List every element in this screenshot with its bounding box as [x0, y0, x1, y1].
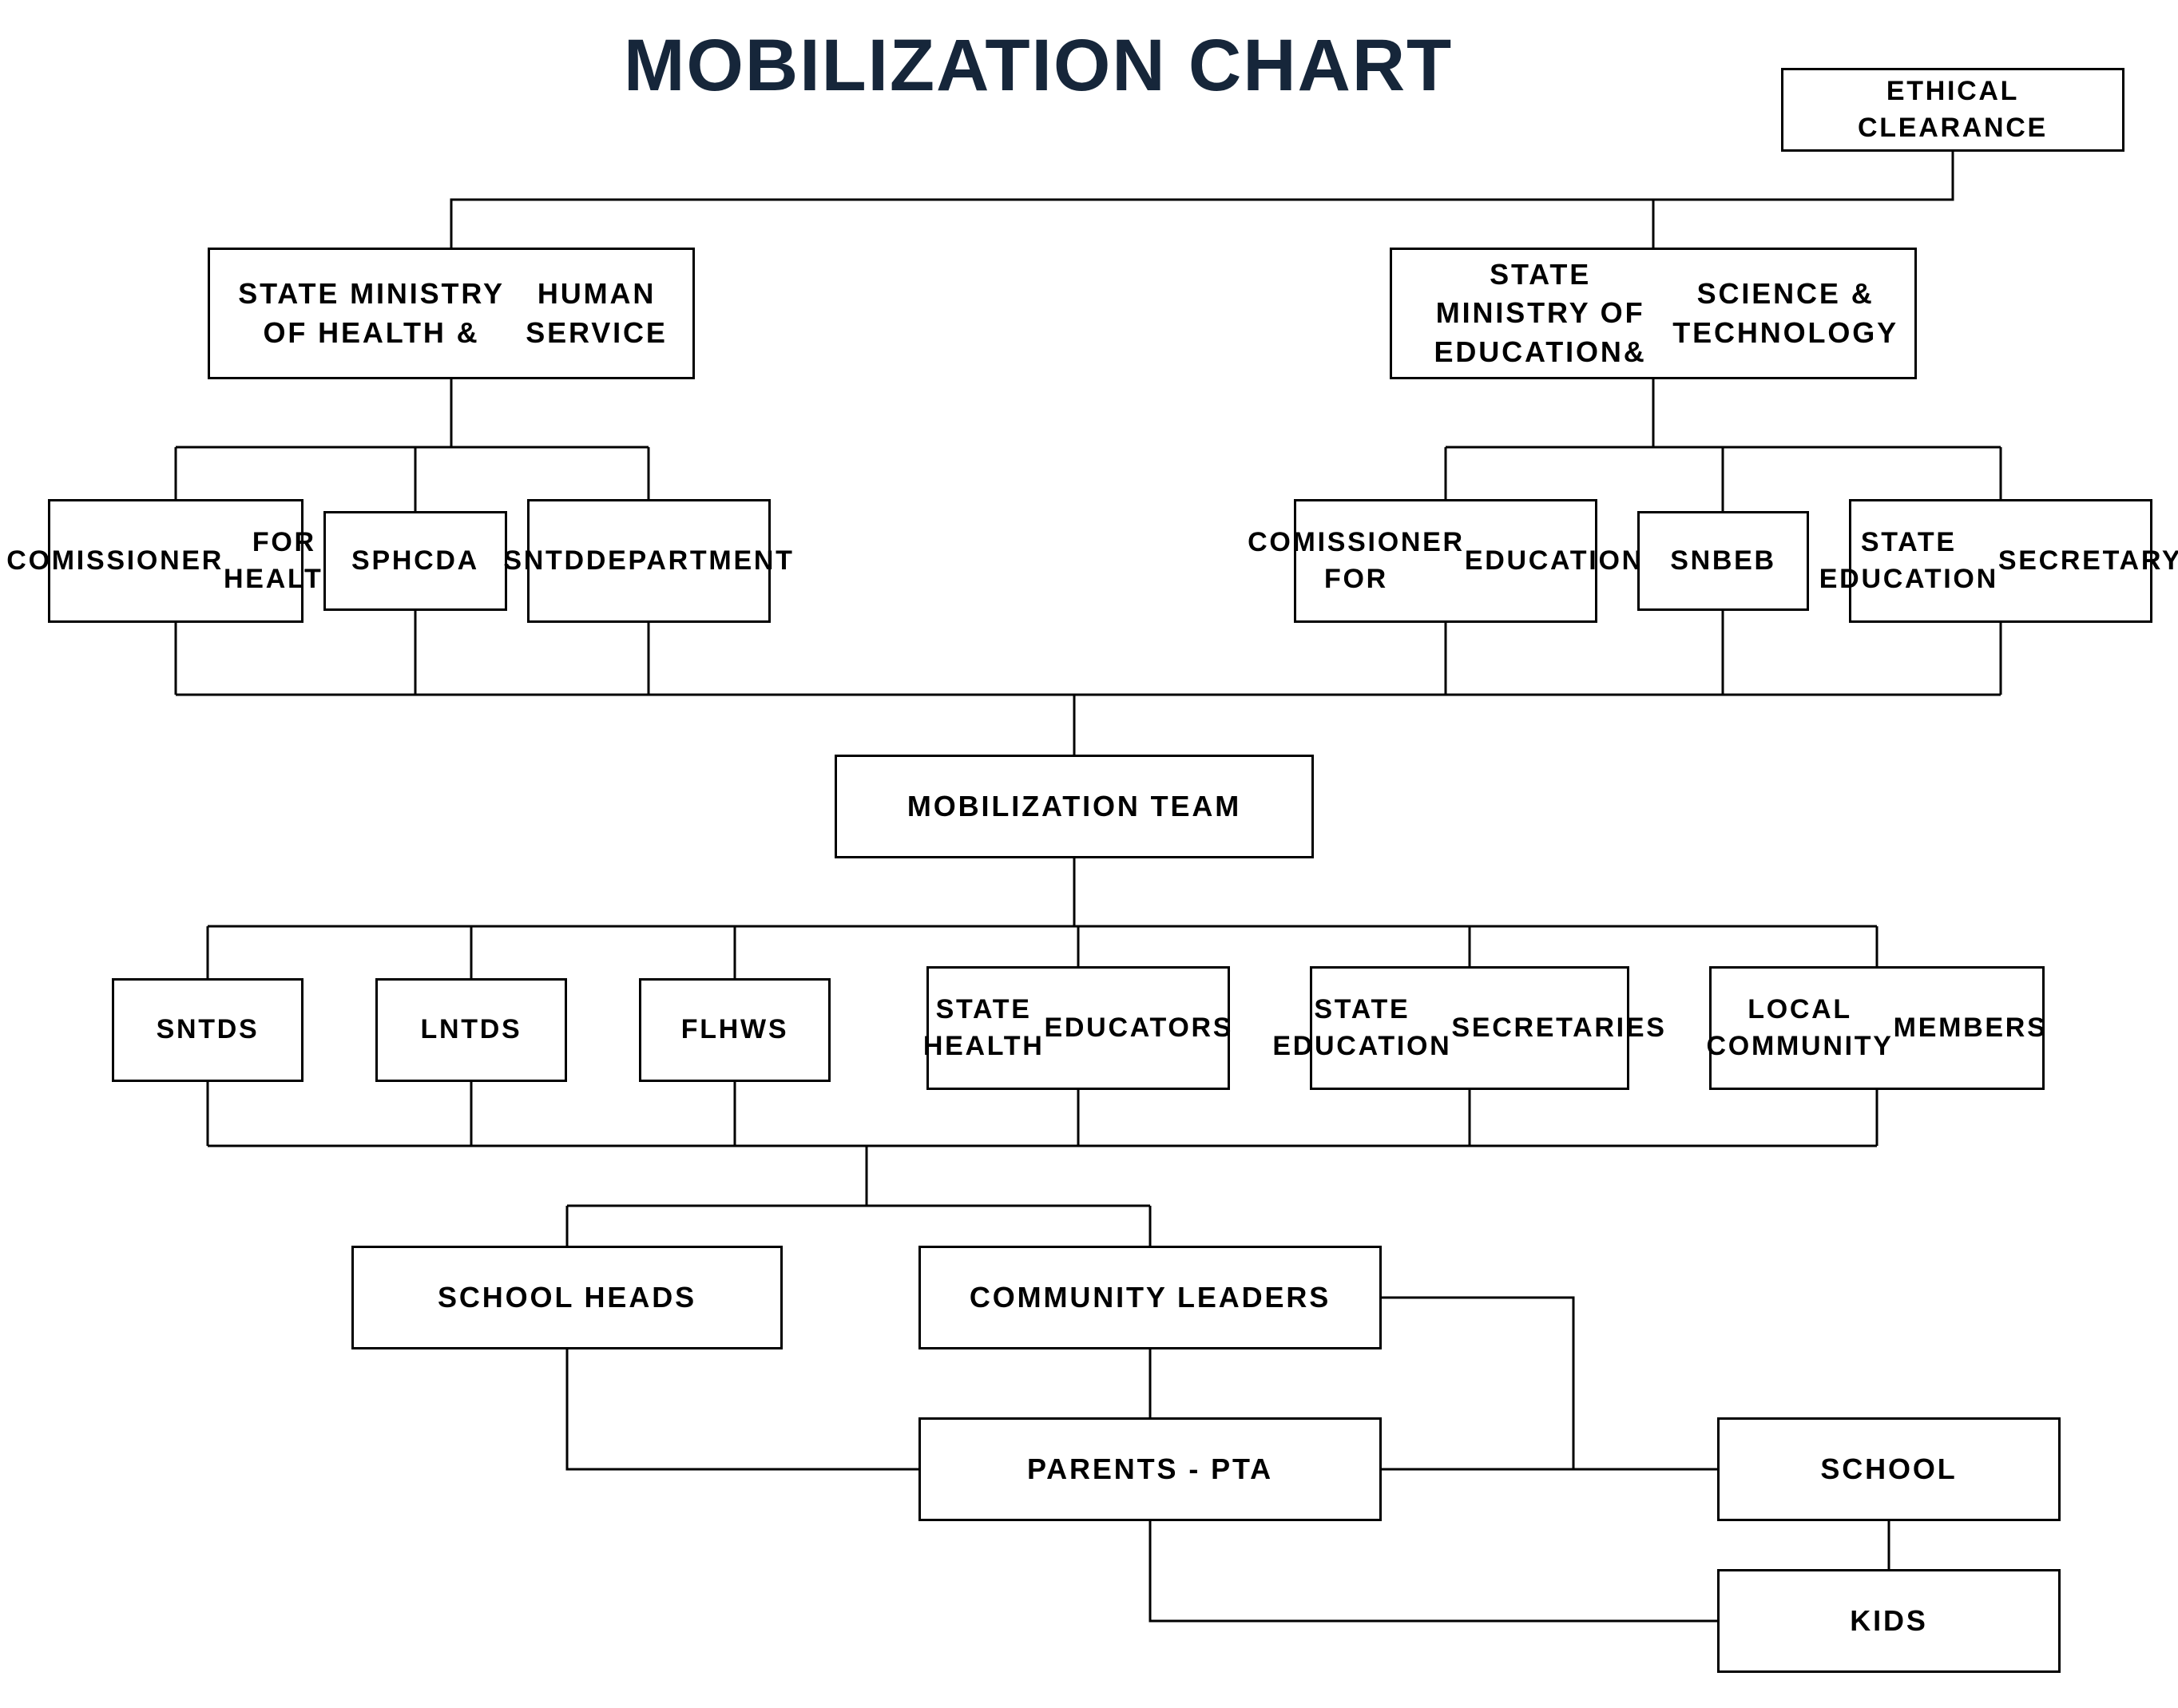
node-label-line: FLHWS: [681, 1012, 788, 1048]
node-sntds: SNTDS: [112, 978, 303, 1082]
node-comme: COMISSIONER FOREDUCATION: [1294, 499, 1597, 623]
node-lcm: LOCAL COMMUNITYMEMBERS: [1709, 966, 2045, 1090]
node-label-line: SNBEB: [1670, 543, 1776, 580]
node-label-line: SNTDS: [157, 1012, 260, 1048]
node-label-line: MEMBERS: [1894, 1010, 2048, 1047]
node-label-line: SCIENCE & TECHNOLOGY: [1672, 275, 1898, 352]
node-label-line: EDUCATION: [1465, 543, 1644, 580]
node-label-line: LNTDS: [421, 1012, 522, 1048]
node-label-line: STATE EDUCATION: [1819, 525, 1998, 598]
edge-e1: [451, 152, 1953, 248]
node-label-line: DEPARTMENT: [586, 543, 795, 580]
node-flhws: FLHWS: [639, 978, 831, 1082]
node-ethical: ETHICAL CLEARANCE: [1781, 68, 2124, 152]
node-label-line: STATE HEALTH: [923, 992, 1045, 1065]
node-label-line: EDUCATORS: [1045, 1010, 1234, 1047]
node-mobteam: MOBILIZATION TEAM: [835, 755, 1314, 858]
node-she: STATE HEALTHEDUCATORS: [926, 966, 1230, 1090]
node-label-line: SECRETARIES: [1451, 1010, 1666, 1047]
node-commh: COMISSIONERFOR HEALTH: [48, 499, 303, 623]
node-lntds: LNTDS: [375, 978, 567, 1082]
node-ses: STATE EDUCATIONSECRETARIES: [1310, 966, 1629, 1090]
node-label-line: COMISSIONER FOR: [1248, 525, 1465, 598]
node-label-line: PARENTS - PTA: [1027, 1450, 1273, 1489]
node-label-line: STATE EDUCATION: [1272, 992, 1451, 1065]
node-label-line: MOBILIZATION TEAM: [907, 787, 1241, 826]
node-label-line: COMMUNITY LEADERS: [970, 1278, 1331, 1318]
node-label-line: STATE MINISTRY OF HEALTH &: [226, 275, 517, 352]
node-label-line: STATE MINISTRY OF EDUCATION&: [1408, 256, 1672, 372]
edge-e10: [1382, 1298, 1717, 1469]
node-label-line: SPHCDA: [351, 543, 479, 580]
edge-e8: [567, 1349, 918, 1469]
node-label-line: SCHOOL: [1820, 1450, 1957, 1489]
edge-e13: [1150, 1521, 1717, 1621]
node-snbeb: SNBEB: [1637, 511, 1809, 611]
node-label-line: HUMAN SERVICE: [517, 275, 676, 352]
node-label-line: KIDS: [1850, 1602, 1928, 1641]
node-label-line: LOCAL COMMUNITY: [1707, 992, 1894, 1065]
node-label-line: SNTD: [503, 543, 585, 580]
node-smoe: STATE MINISTRY OF EDUCATION&SCIENCE & TE…: [1390, 248, 1917, 379]
node-label-line: ETHICAL CLEARANCE: [1799, 73, 2106, 147]
node-label-line: SECRETARY: [1998, 543, 2178, 580]
node-pta: PARENTS - PTA: [918, 1417, 1382, 1521]
node-smoh: STATE MINISTRY OF HEALTH &HUMAN SERVICE: [208, 248, 695, 379]
node-commlead: COMMUNITY LEADERS: [918, 1246, 1382, 1349]
node-sphcda: SPHCDA: [323, 511, 507, 611]
node-label-line: SCHOOL HEADS: [438, 1278, 696, 1318]
node-kids: KIDS: [1717, 1569, 2061, 1673]
node-sntd: SNTDDEPARTMENT: [527, 499, 771, 623]
node-schoolh: SCHOOL HEADS: [351, 1246, 783, 1349]
mobilization-chart: MOBILIZATION CHART ETHICAL CLEARANCESTAT…: [0, 0, 2178, 1708]
node-seduSec: STATE EDUCATIONSECRETARY: [1849, 499, 2152, 623]
node-school: SCHOOL: [1717, 1417, 2061, 1521]
node-label-line: COMISSIONER: [6, 543, 224, 580]
